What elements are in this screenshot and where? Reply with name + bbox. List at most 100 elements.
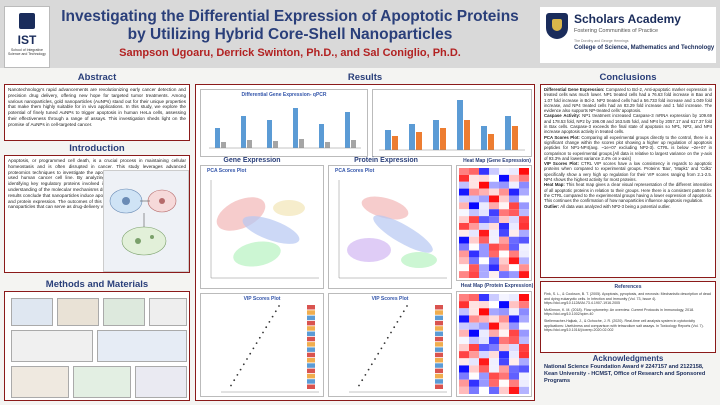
heatmap-cell (519, 223, 529, 230)
vip-cell (307, 363, 315, 368)
heatmap-cell (479, 250, 489, 258)
heatmap-cell (459, 379, 469, 387)
heatmap-cell (519, 168, 529, 175)
heatmap-cell (499, 195, 509, 203)
heatmap-cell (459, 351, 469, 359)
heatmap-cell (509, 271, 519, 278)
heatmap-cell (509, 351, 519, 359)
heatmap-cell (499, 344, 509, 352)
acknowledgments-heading: Acknowledgments (592, 354, 664, 363)
vip-cell (307, 342, 315, 347)
conclusion-body: NP1 treatment increased Caspase-3 mRNA e… (544, 113, 712, 135)
heatmap-cell (469, 181, 479, 189)
gene-expression-heading: Gene Expression (223, 157, 281, 164)
vip-point (233, 379, 236, 382)
shield-icon (546, 13, 568, 39)
vip-gene-plot (221, 305, 319, 393)
vip-cell (435, 336, 443, 342)
heatmap-cell (499, 181, 509, 189)
conclusion-paragraph: Differential Gene Expression: Compared t… (544, 87, 712, 113)
heatmap-cell (519, 181, 529, 189)
heatmap-cell (469, 229, 479, 237)
conclusion-label: Heat Map: (544, 182, 565, 188)
vip-cell (435, 352, 443, 358)
reference-item: Stellemacher-Hajkak, J., & Ochoche, J. R… (544, 318, 704, 333)
vip-cell (307, 368, 315, 374)
heatmap-cell (459, 188, 469, 196)
heatmap-cell (499, 379, 509, 387)
heatmap-cell (519, 202, 529, 210)
heatmap-cell (459, 329, 469, 337)
heatmap-cell (489, 195, 499, 203)
heatmap-cell (459, 250, 469, 258)
heatmap-cell (509, 386, 519, 394)
vip-cell (435, 384, 443, 389)
vip-cell (435, 363, 443, 368)
heatmap-cell (469, 250, 479, 258)
heatmap-cell (479, 216, 489, 223)
heatmap-cell (499, 223, 509, 230)
heatmap-cell (469, 379, 479, 387)
vip-cell (435, 358, 443, 363)
pca-gene-title: PCA Scores Plot (207, 168, 247, 174)
conclusion-paragraph: Caspase Activity: NP1 treatment increase… (544, 113, 712, 134)
heatmap-cell (459, 181, 469, 189)
conclusion-paragraph: PCA Scores Plot: Comparing all experimen… (544, 135, 712, 161)
heatmap-cell (459, 216, 469, 223)
vip-cell (435, 331, 443, 336)
vip-point (239, 368, 242, 371)
vip-cell (435, 305, 443, 310)
heatmap-cell (479, 236, 489, 244)
heatmap-cell (519, 250, 529, 258)
heatmap-cell (519, 344, 529, 352)
heatmap-cell (519, 322, 529, 330)
scholars-academy-name: Scholars Academy (574, 12, 681, 26)
scholars-academy-small: The Dorothy and George Hennings (574, 39, 629, 43)
methods-image (11, 298, 53, 326)
vip-cell (435, 342, 443, 347)
heatmap-cell (509, 264, 519, 272)
heatmap-cell (459, 195, 469, 203)
heatmap-cell (499, 386, 509, 394)
heatmap-cell (459, 264, 469, 272)
heatmap-cell (479, 223, 489, 230)
vip-gene-title: VIP Scores Plot (243, 296, 281, 302)
heatmap-cell (509, 308, 519, 316)
heatmap-cell (489, 336, 499, 344)
heatmap-cell (499, 308, 509, 316)
acknowledgments-box: National Science Foundation Award # 2247… (544, 364, 714, 385)
heatmap-cell (489, 174, 499, 182)
methods-image (135, 366, 187, 398)
vip-point (390, 331, 392, 334)
methods-image (11, 330, 93, 362)
heatmap-cell (459, 358, 469, 366)
heatmap-cell (469, 336, 479, 344)
vip-point (252, 347, 255, 350)
conclusion-paragraph: Outlier: All data was analyzed with NP2-… (544, 204, 712, 209)
heatmap-cell (469, 202, 479, 210)
heatmap-cell (499, 174, 509, 182)
methods-box (4, 291, 190, 401)
heatmap-cell (519, 229, 529, 237)
heatmap-cell (469, 209, 479, 217)
vip-cell (435, 379, 443, 384)
heatmap-cell (489, 271, 499, 278)
heatmap-cell (509, 336, 519, 344)
heatmap-cell (489, 365, 499, 373)
scholars-academy-dept: College of Science, Mathematics and Tech… (574, 45, 715, 51)
heatmap-cell (489, 329, 499, 337)
vip-cell (435, 373, 443, 379)
abstract-heading: Abstract (77, 72, 117, 83)
heatmap-cell (509, 365, 519, 373)
heatmap-protein-heading: Heat Map (Protein Expression) (460, 283, 534, 289)
heatmap-cell (519, 329, 529, 337)
results-heading: Results (347, 72, 383, 83)
vip-point (383, 342, 386, 344)
heatmap-cell (469, 236, 479, 244)
heatmap-cell (459, 372, 469, 380)
conclusion-label: Outlier: (544, 203, 560, 209)
heatmap-cell (479, 344, 489, 352)
vip-point (374, 358, 376, 360)
methods-image (11, 366, 69, 398)
heatmap-cell (499, 229, 509, 237)
